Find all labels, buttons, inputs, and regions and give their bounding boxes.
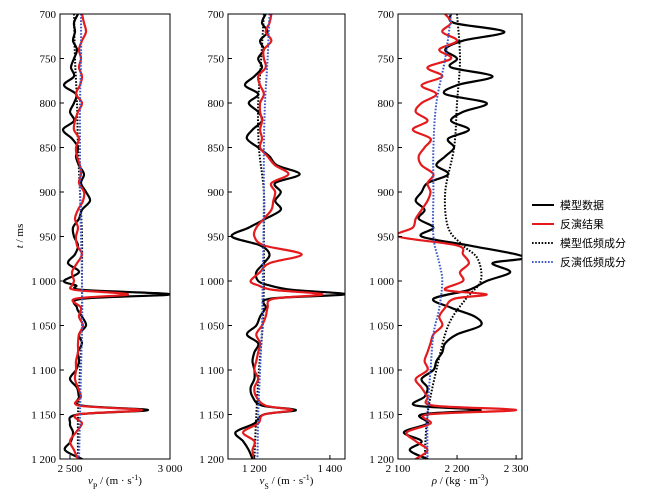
y-tick-label: 850 (378, 143, 395, 155)
x-axis-label-part: ) (138, 475, 142, 487)
legend-item-model_lf: 模型低频成分 (532, 236, 626, 250)
y-tick-label: 750 (40, 54, 57, 66)
x-axis-label: ρ / (kg · m-3) (431, 473, 489, 488)
x-tick-label: 1 400 (318, 463, 343, 475)
x-axis-label-part: ) (310, 475, 314, 487)
plot-frame (397, 13, 523, 460)
y-tick-label: 1 100 (31, 365, 56, 377)
series-model_lf-line (423, 14, 483, 459)
x-tick-label: 2 300 (504, 463, 529, 475)
y-tick-label: 800 (208, 98, 225, 110)
y-tick-label: 1 150 (369, 410, 394, 422)
chart-panels: 700 750 800 850 900 950 1 000 1 050 1 100 1 150 1 … (31, 9, 529, 491)
y-tick-label: 1 000 (199, 276, 224, 288)
y-tick-label: 1 150 (31, 410, 56, 422)
x-tick-label: 2 100 (386, 463, 411, 475)
series-group-vp (61, 14, 170, 459)
y-tick-label: 1 100 (199, 365, 224, 377)
x-axis-label: vP / (m · s-1) (88, 473, 142, 491)
series-inv-line (398, 14, 518, 459)
series-inv-line (242, 14, 324, 459)
series-group-rho (398, 14, 522, 459)
legend-label: 反演低频成分 (560, 255, 626, 269)
y-tick-label: 950 (208, 232, 225, 244)
x-tick-label: 2 200 (445, 463, 470, 475)
panel-vp: 700 750 800 850 900 950 1 000 1 050 1 100 1 150 1 … (31, 9, 183, 491)
y-tick-label: 800 (40, 98, 57, 110)
panel-rho: 700 750 800 850 900 950 1 000 1 050 1 100 1 150 1 … (369, 9, 529, 487)
y-tick-label: 900 (378, 187, 395, 199)
legend-item-model: 模型数据 (532, 198, 604, 212)
panel-vs: 700 750 800 850 900 950 1 000 1 050 1 100 1 150 1 … (199, 9, 346, 491)
y-tick-label: 1 000 (31, 276, 56, 288)
y-tick-label: 700 (378, 9, 395, 21)
legend-label: 反演结果 (560, 217, 604, 231)
legend-label: 模型数据 (560, 198, 604, 212)
y-axis-label: t / ms (14, 224, 26, 248)
legend-item-inv: 反演结果 (532, 217, 604, 231)
series-model_lf-line (73, 14, 84, 459)
y-tick-label: 1 050 (31, 321, 56, 333)
x-axis-label-part: -3 (478, 473, 485, 482)
series-model-line (230, 14, 345, 459)
y-tick-label: 1 200 (369, 454, 394, 466)
y-tick-label: 800 (378, 98, 395, 110)
y-tick-label: 700 (40, 9, 57, 21)
y-tick-label: 1 000 (369, 276, 394, 288)
y-tick-label: 750 (208, 54, 225, 66)
y-tick-label: 1 150 (199, 410, 224, 422)
y-tick-label: 1 050 (369, 321, 394, 333)
y-tick-label: 850 (40, 143, 57, 155)
x-axis-label-part: ρ (431, 475, 437, 487)
y-tick-label: 950 (40, 232, 57, 244)
x-axis-label-part: ) (485, 475, 489, 487)
x-tick-label: 2 500 (58, 463, 83, 475)
x-axis-label-part: / (m · s (269, 475, 303, 487)
series-inv_lf-line (426, 14, 453, 459)
x-axis-label-part: P (93, 482, 98, 491)
y-tick-label: 950 (378, 232, 395, 244)
series-inv_lf-line (78, 14, 84, 459)
x-axis-label-part: / (kg · m (437, 475, 478, 487)
series-model-line (402, 14, 522, 459)
x-axis-label-part: -1 (132, 473, 139, 482)
y-tick-label: 1 200 (199, 454, 224, 466)
x-tick-label: 3 000 (158, 463, 183, 475)
y-tick-label: 750 (378, 54, 395, 66)
x-axis-label: vS / (m · s-1) (260, 473, 314, 491)
y-tick-label: 1 100 (369, 365, 394, 377)
x-tick-label: 1 200 (242, 463, 267, 475)
y-tick-label: 900 (208, 187, 225, 199)
x-axis-label-part: -1 (303, 473, 310, 482)
legend-item-inv_lf: 反演低频成分 (532, 255, 626, 269)
y-tick-label: 1 200 (31, 454, 56, 466)
series-group-vs (230, 14, 345, 459)
plot-frame (227, 13, 346, 460)
x-axis-label-part: S (264, 482, 268, 491)
y-tick-label: 900 (40, 187, 57, 199)
y-tick-label: 1 050 (199, 321, 224, 333)
x-axis-label-part: / (m · s (97, 475, 131, 487)
y-tick-label: 850 (208, 143, 225, 155)
legend-label: 模型低频成分 (560, 236, 626, 250)
y-tick-label: 700 (208, 9, 225, 21)
x-axis-label-part: v (260, 475, 265, 487)
x-axis-label-part: v (88, 475, 93, 487)
series-inv_lf-line (256, 14, 271, 459)
